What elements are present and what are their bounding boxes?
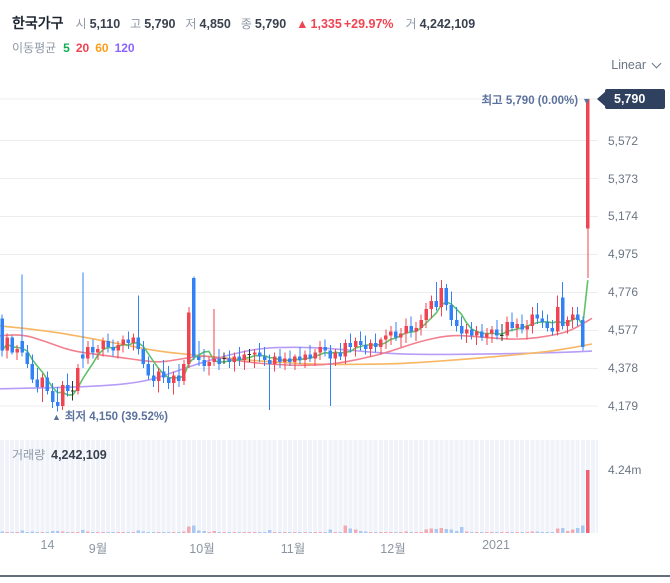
chevron-down-icon xyxy=(651,58,662,68)
x-axis-label: 10월 xyxy=(189,542,215,556)
price-axis-label: 4,577 xyxy=(608,323,639,338)
volume-chart[interactable] xyxy=(0,440,598,533)
close-stat: 종 5,790 xyxy=(240,17,287,31)
price-axis-label: 4,776 xyxy=(608,285,639,300)
x-axis-label: 11월 xyxy=(280,542,306,556)
price-axis-label: 5,373 xyxy=(608,171,639,186)
high-stat: 고 5,790 xyxy=(130,17,176,31)
price-axis-label: 4,378 xyxy=(608,361,639,376)
ma120-legend: 120 xyxy=(114,41,135,55)
x-axis-label: 14 xyxy=(40,538,55,552)
low-annotation: ▲ 최저 4,150 (39.52%) xyxy=(52,411,168,423)
up-arrow-icon: ▲ xyxy=(296,17,309,31)
x-axis-label: 2021 xyxy=(482,538,510,552)
down-marker-icon: ▼ xyxy=(582,96,591,106)
stock-summary-header: 한국가구 시 5,110 고 5,790 저 4,850 종 5,790 ▲ 1,335 +… xyxy=(12,13,485,33)
moving-average-legend: 이동평균 5 20 60 120 xyxy=(12,41,135,55)
bottom-border xyxy=(0,575,670,577)
scale-selector[interactable]: Linear xyxy=(611,58,662,72)
volume-stat: 거 4,242,109 xyxy=(405,17,476,31)
volume-header: 거래량 4,242,109 xyxy=(12,448,107,462)
price-axis-label: 5,572 xyxy=(608,133,639,148)
ma5-legend: 5 xyxy=(63,41,70,55)
stock-name: 한국가구 xyxy=(12,15,64,31)
low-stat: 저 4,850 xyxy=(185,17,231,31)
high-annotation: 최고 5,790 (0.00%) ▼ xyxy=(481,95,591,107)
current-price-tag: 5,790 xyxy=(597,89,665,109)
ma60-legend: 60 xyxy=(95,41,109,55)
volume-axis-label: 4.24m xyxy=(608,463,642,477)
ma20-legend: 20 xyxy=(75,41,90,55)
price-change: ▲ 1,335 +29.97% xyxy=(296,17,394,31)
x-axis-label: 9월 xyxy=(88,542,108,556)
x-axis-label: 12월 xyxy=(380,542,406,556)
open-stat: 시 5,110 xyxy=(75,17,121,31)
up-marker-icon: ▲ xyxy=(52,412,61,422)
price-axis-label: 4,179 xyxy=(608,399,639,414)
price-axis-label: 5,174 xyxy=(608,209,639,224)
price-chart[interactable] xyxy=(0,85,598,430)
scale-selector-label: Linear xyxy=(611,58,646,72)
price-axis-label: 4,975 xyxy=(608,247,639,262)
